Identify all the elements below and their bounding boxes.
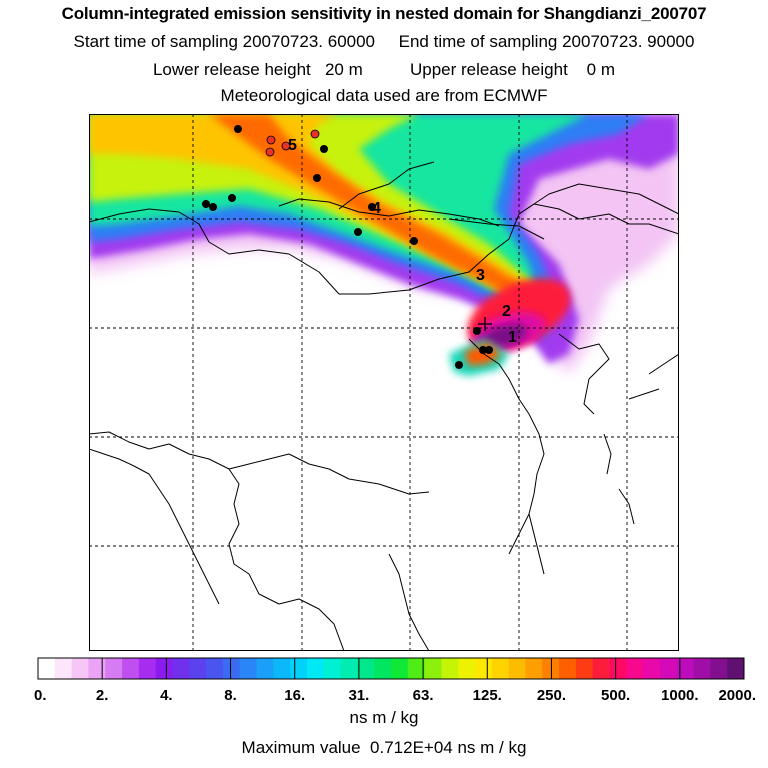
colorbar-cell xyxy=(222,658,241,679)
colorbar-cell xyxy=(239,658,257,679)
maximum-value: Maximum value 0.712E+04 ns m / kg xyxy=(241,738,527,757)
emission-sensitivity-map: 1 2 3 4 5 xyxy=(89,114,679,651)
colorbar-cell xyxy=(105,658,123,679)
meteorological-data-line: Meteorological data used are from ECMWF xyxy=(220,86,548,105)
country-borders xyxy=(89,161,679,651)
trajectory-label-1: 1 xyxy=(508,329,517,346)
colorbar-tick-label: 500. xyxy=(601,687,630,704)
trajectory-label-4: 4 xyxy=(372,200,381,217)
colorbar-tick-labels: 0. 2. 4. 8. 16. 31. 63. 125. 250. 500. 1000. 2000. xyxy=(34,687,756,704)
trajectory-labels: 1 2 3 4 5 xyxy=(288,137,517,346)
colorbar-cell xyxy=(374,658,392,679)
colorbar-tick-label: 0. xyxy=(34,687,47,704)
colorbar-cell xyxy=(189,658,207,679)
colorbar-cell xyxy=(575,658,594,679)
colorbar-cell xyxy=(693,658,711,679)
colorbar-cell xyxy=(508,658,526,679)
colorbar: 0. 2. 4. 8. 16. 31. 63. 125. 250. 500. 1000. 2000. xyxy=(34,657,756,704)
colorbar-cell xyxy=(357,658,375,679)
colorbar-tick-label: 31. xyxy=(348,687,369,704)
colorbar-tick-label: 2000. xyxy=(718,687,756,704)
release-height-line: Lower release height 20 m Upper release … xyxy=(152,60,616,79)
receptor-marker xyxy=(478,317,492,331)
colorbar-tick-label: 250. xyxy=(537,687,566,704)
colorbar-cell xyxy=(592,658,610,679)
colorbar-cell xyxy=(659,658,678,679)
colorbar-cell xyxy=(306,658,325,679)
colorbar-cell xyxy=(542,658,560,679)
colorbar-cell xyxy=(710,658,728,679)
colorbar-cell xyxy=(155,658,173,679)
colorbar-tick-label: 16. xyxy=(284,687,305,704)
trajectory-label-3: 3 xyxy=(476,267,485,284)
colorbar-cell xyxy=(54,658,73,679)
colorbar-cell xyxy=(424,658,442,679)
colorbar-cells xyxy=(38,658,745,679)
colorbar-cell xyxy=(71,658,89,679)
colorbar-cell xyxy=(256,658,274,679)
sampling-time-line: Start time of sampling 20070723. 60000 E… xyxy=(73,32,695,51)
colorbar-tick-label: 63. xyxy=(413,687,434,704)
colorbar-cell xyxy=(475,658,493,679)
colorbar-cell xyxy=(626,658,644,679)
colorbar-cell xyxy=(340,658,358,679)
colorbar-tick-label: 125. xyxy=(473,687,502,704)
colorbar-cell xyxy=(676,658,694,679)
colorbar-cell xyxy=(122,658,140,679)
colorbar-cell xyxy=(609,658,627,679)
colorbar-cell xyxy=(643,658,661,679)
map-gridlines xyxy=(89,114,679,651)
colorbar-cell xyxy=(407,658,426,679)
trajectory-label-2: 2 xyxy=(502,303,511,320)
trajectory-label-5: 5 xyxy=(288,137,297,154)
colorbar-cell xyxy=(441,658,459,679)
colorbar-cell xyxy=(391,658,409,679)
colorbar-cell xyxy=(290,658,308,679)
colorbar-cell xyxy=(138,658,157,679)
colorbar-cell xyxy=(323,658,341,679)
colorbar-cell xyxy=(38,658,56,679)
measurement-dots xyxy=(202,125,493,369)
colorbar-cell xyxy=(172,658,190,679)
colorbar-cell xyxy=(491,658,510,679)
sensitivity-plume xyxy=(89,114,679,376)
colorbar-cell xyxy=(458,658,476,679)
colorbar-cell xyxy=(206,658,224,679)
colorbar-tick-label: 8. xyxy=(224,687,237,704)
colorbar-cell xyxy=(727,658,745,679)
colorbar-tick-label: 1000. xyxy=(661,687,699,704)
colorbar-cell xyxy=(525,658,543,679)
colorbar-cell xyxy=(559,658,577,679)
colorbar-tick-label: 2. xyxy=(96,687,109,704)
colorbar-unit: ns m / kg xyxy=(349,708,419,727)
colorbar-cell xyxy=(88,658,106,679)
colorbar-tick-label: 4. xyxy=(160,687,173,704)
map-title: Column-integrated emission sensitivity i… xyxy=(61,4,707,23)
colorbar-cell xyxy=(273,658,291,679)
